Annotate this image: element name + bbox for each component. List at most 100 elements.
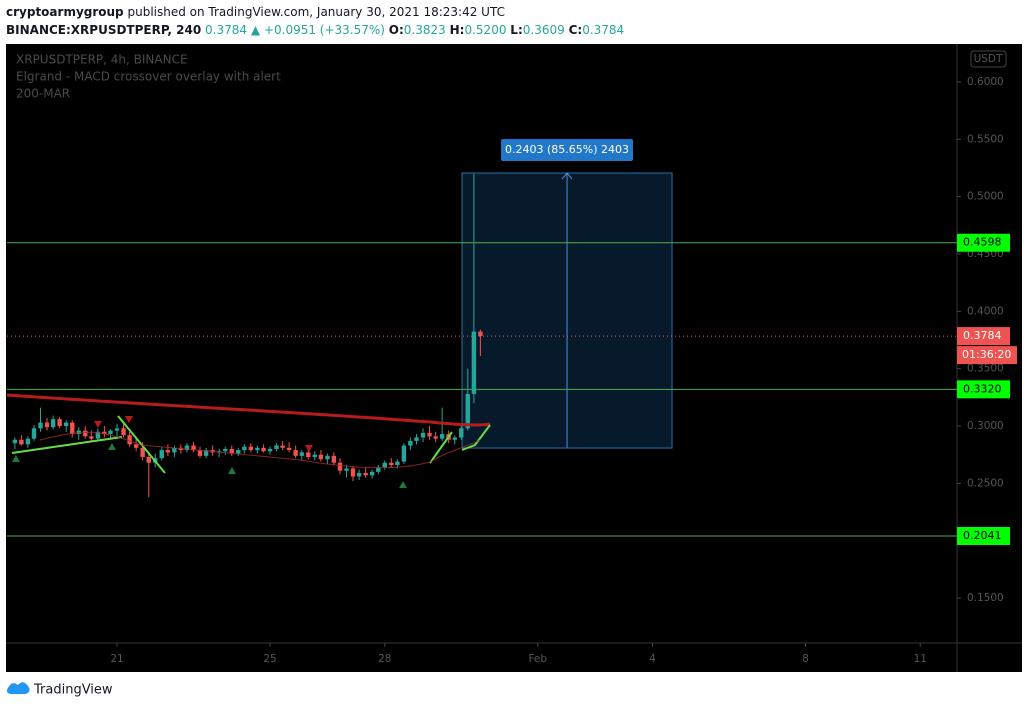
last-price-label: 0.3784 xyxy=(963,329,1002,342)
y-tick-label: 0.3000 xyxy=(967,420,1004,432)
candle-body xyxy=(369,471,375,476)
y-tick-label: 0.5000 xyxy=(967,191,1004,203)
level-label: 0.4598 xyxy=(963,236,1002,249)
ohlc-line: BINANCE:XRPUSDTPERP, 240 0.3784 ▲ +0.095… xyxy=(6,23,624,37)
candle-body xyxy=(299,452,304,456)
candle-body xyxy=(439,434,445,439)
candle-body xyxy=(286,447,292,451)
currency-box[interactable] xyxy=(970,50,1007,68)
candle-body xyxy=(89,436,94,439)
y-tick-label: 0.2500 xyxy=(967,477,1004,489)
o-label: O: xyxy=(389,23,404,37)
level-label: 0.2041 xyxy=(963,529,1002,542)
x-tick-label: 25 xyxy=(263,653,276,665)
candle-body xyxy=(121,428,126,436)
h: 0.5200 xyxy=(464,23,506,37)
countdown: 01:36:20 xyxy=(962,348,1011,361)
candle-body xyxy=(229,448,234,454)
candle-body xyxy=(203,450,209,456)
candle-body xyxy=(255,447,260,451)
x-tick-label: 21 xyxy=(110,653,123,665)
candle-body xyxy=(31,428,37,439)
candle-body xyxy=(318,454,324,460)
level-label: 0.3320 xyxy=(963,382,1002,395)
candle-body xyxy=(356,473,362,477)
candle-body xyxy=(102,431,107,435)
legend-symbol: XRPUSDTPERP, 4h, BINANCE xyxy=(16,53,188,67)
currency: USDT xyxy=(974,53,1003,65)
tv-logo xyxy=(6,682,30,694)
candle-body xyxy=(376,467,381,472)
candle-body xyxy=(465,393,470,429)
y-tick-label: 0.6000 xyxy=(967,76,1004,88)
candle-body xyxy=(236,450,241,454)
candle-body xyxy=(382,462,387,468)
candle-body xyxy=(50,419,56,428)
candle-body xyxy=(459,428,464,438)
x-tick-label: 4 xyxy=(649,653,656,665)
candle-body xyxy=(408,440,413,446)
signal-line xyxy=(39,431,481,469)
o: 0.3823 xyxy=(404,23,446,37)
last-price-tag xyxy=(957,327,1010,346)
publisher: cryptoarmygroup xyxy=(6,5,124,19)
candle-body xyxy=(248,446,254,451)
candle-body xyxy=(140,447,145,457)
candle-body xyxy=(325,455,330,460)
x-tick-label: Feb xyxy=(528,653,547,665)
candle-body xyxy=(344,468,349,471)
candle-body xyxy=(331,455,337,463)
candle-body xyxy=(165,450,171,453)
change: +0.0951 (+33.57%) xyxy=(264,23,385,37)
candle-body xyxy=(38,422,43,429)
level-tag xyxy=(957,233,1010,252)
candle-body xyxy=(433,436,438,439)
candle-body xyxy=(389,462,394,466)
x-tick-label: 8 xyxy=(802,653,809,665)
candle-body xyxy=(452,437,457,440)
legend-ma: 200-MAR xyxy=(16,87,70,101)
level-tag xyxy=(957,526,1010,545)
candle-body xyxy=(363,473,368,476)
measure-arrow-head xyxy=(561,172,573,180)
candle-body xyxy=(63,422,69,427)
candle-body xyxy=(159,450,164,459)
price: 0.3784 xyxy=(205,23,247,37)
x-tick-label: 11 xyxy=(914,653,927,665)
candle-body xyxy=(280,445,285,448)
candle-body xyxy=(184,445,190,451)
l-label: L: xyxy=(510,23,522,37)
candle-body xyxy=(420,432,426,438)
candle-body xyxy=(414,437,419,441)
measure-label: 0.2403 (85.65%) 2403 xyxy=(505,143,629,156)
level-tag xyxy=(957,380,1010,399)
header-line: cryptoarmygroup published on TradingView… xyxy=(6,5,505,19)
y-tick-label: 0.4000 xyxy=(967,305,1004,317)
candle-body xyxy=(83,430,88,437)
candle-body xyxy=(95,431,101,439)
candle-body xyxy=(44,422,50,428)
c: 0.3784 xyxy=(582,23,624,37)
candle-body xyxy=(471,331,477,394)
candle-body xyxy=(293,450,298,456)
candle-body xyxy=(25,438,31,445)
y-tick-label: 0.1500 xyxy=(967,592,1004,604)
candle-body xyxy=(146,456,151,463)
x-tick-label: 28 xyxy=(378,653,391,665)
candle-body xyxy=(19,439,24,445)
h-label: H: xyxy=(450,23,465,37)
candle-body xyxy=(267,448,273,452)
candle-body xyxy=(242,446,247,451)
ma-200 xyxy=(6,393,491,427)
measure-label-box xyxy=(501,139,634,162)
crossover-lines xyxy=(11,415,491,474)
candle-body xyxy=(306,452,311,457)
countdown-tag xyxy=(957,346,1017,365)
candle-body xyxy=(350,468,356,477)
candle-body xyxy=(401,445,407,462)
l: 0.3609 xyxy=(523,23,565,37)
legend-indicator: Elgrand - MACD crossover overlay with al… xyxy=(16,70,281,84)
candle-body xyxy=(312,454,317,457)
candle-body xyxy=(57,419,62,427)
